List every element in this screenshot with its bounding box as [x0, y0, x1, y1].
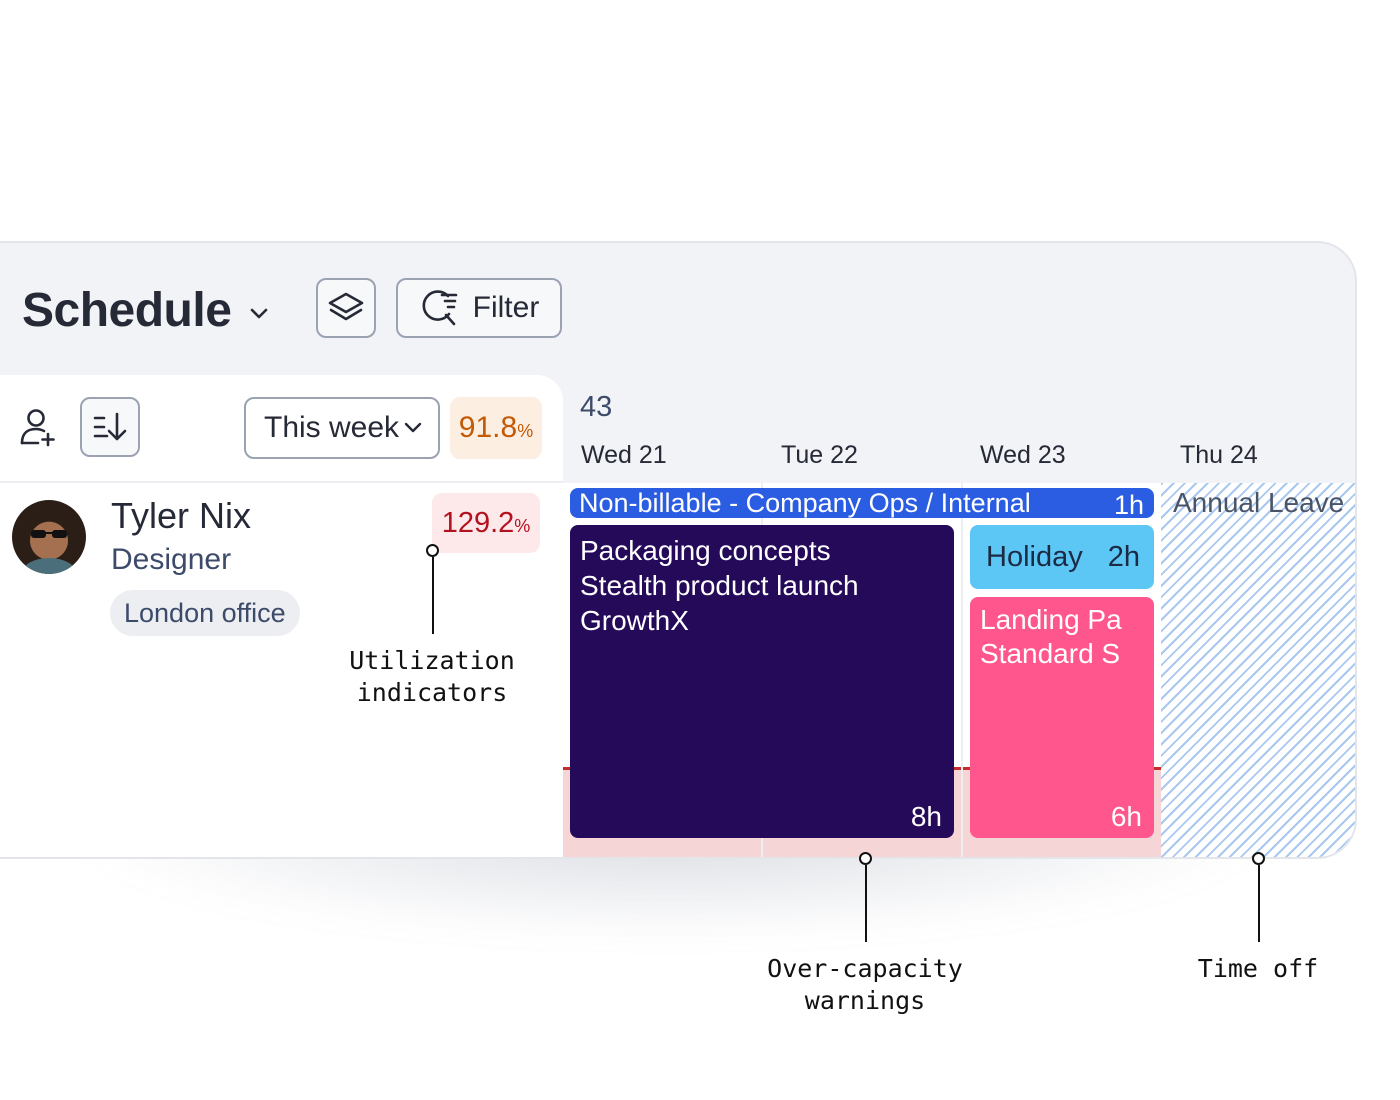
range-select-value: This week [264, 411, 400, 444]
layers-button[interactable] [316, 278, 376, 338]
allocation-nonbillable[interactable]: Non-billable - Company Ops / Internal 1h [570, 488, 1154, 518]
avatar-shirt [22, 558, 76, 574]
day-header: Wed 23 [980, 441, 1066, 469]
schedule-title-dropdown[interactable]: Schedule [22, 283, 269, 338]
add-person-icon[interactable] [18, 407, 60, 449]
allocation-line: Packaging concepts [580, 535, 831, 566]
range-select[interactable]: This week [244, 397, 440, 459]
day-header: Tue 22 [781, 441, 858, 469]
callout-line [865, 865, 867, 942]
schedule-panel: Schedule Filter [0, 241, 1357, 859]
allocation-hours: 6h [1110, 801, 1142, 832]
total-utilization-badge: 91.8% [450, 397, 542, 459]
allocation-line: Standard S [980, 638, 1121, 669]
allocation-title: Non-billable - Company Ops / Internal [579, 488, 1031, 518]
avatar[interactable] [12, 500, 86, 574]
week-number: 43 [580, 391, 613, 423]
allocation-packaging[interactable]: Packaging concepts Stealth product launc… [570, 525, 954, 838]
allocation-title: Holiday [986, 540, 1083, 573]
day-header: Thu 24 [1180, 441, 1258, 469]
allocation-hours: 1h [1113, 490, 1144, 518]
callout-dot [426, 544, 439, 557]
chevron-down-icon [404, 422, 422, 433]
callout-line [432, 557, 434, 634]
callout-dot [1252, 852, 1265, 865]
office-tag: London office [110, 590, 300, 636]
people-toolbar: This week 91.8% [0, 375, 563, 483]
allocation-line: GrowthX [580, 605, 689, 636]
sort-button[interactable] [80, 397, 140, 457]
sunglasses-icon [31, 530, 67, 538]
people-panel: This week 91.8% Tyler Nix Designer Londo… [0, 375, 563, 857]
person-utilization-badge: 129.2% [432, 493, 540, 553]
allocation-hours: 2h [1107, 540, 1140, 573]
callout-line [1258, 865, 1260, 942]
person-name[interactable]: Tyler Nix [111, 495, 252, 536]
person-utilization-value: 129.2 [441, 506, 515, 539]
callout-dot [859, 852, 872, 865]
percent-symbol: % [514, 515, 531, 536]
callout-time-off: Time off [1197, 954, 1319, 983]
sort-descending-icon [93, 412, 127, 441]
allocation-holiday[interactable]: Holiday 2h [970, 525, 1154, 589]
allocation-hours: 8h [910, 801, 942, 832]
filter-search-icon [422, 290, 457, 326]
filter-label: Filter [472, 291, 540, 324]
filter-button[interactable]: Filter [396, 278, 562, 338]
page-title: Schedule [22, 284, 232, 337]
time-off-block[interactable]: Annual Leave [1161, 483, 1355, 857]
allocation-line: Stealth product launch [580, 570, 859, 601]
allocation-line: Landing Pa [980, 604, 1122, 635]
day-divider [961, 483, 963, 857]
percent-symbol: % [517, 420, 534, 441]
callout-utilization: Utilization indicators [349, 646, 515, 707]
day-header: Wed 21 [581, 441, 667, 469]
allocation-landing[interactable]: Landing Pa Standard S 6h [970, 597, 1154, 838]
total-utilization-value: 91.8 [458, 411, 518, 444]
time-off-label: Annual Leave [1173, 487, 1345, 518]
person-role: Designer [111, 543, 232, 576]
layers-icon [328, 292, 364, 321]
schedule-grid: Annual Leave Non-billable - Company Ops … [563, 483, 1355, 857]
callout-over-capacity: Over-capacity warnings [767, 954, 963, 1015]
chevron-down-icon [251, 308, 268, 318]
